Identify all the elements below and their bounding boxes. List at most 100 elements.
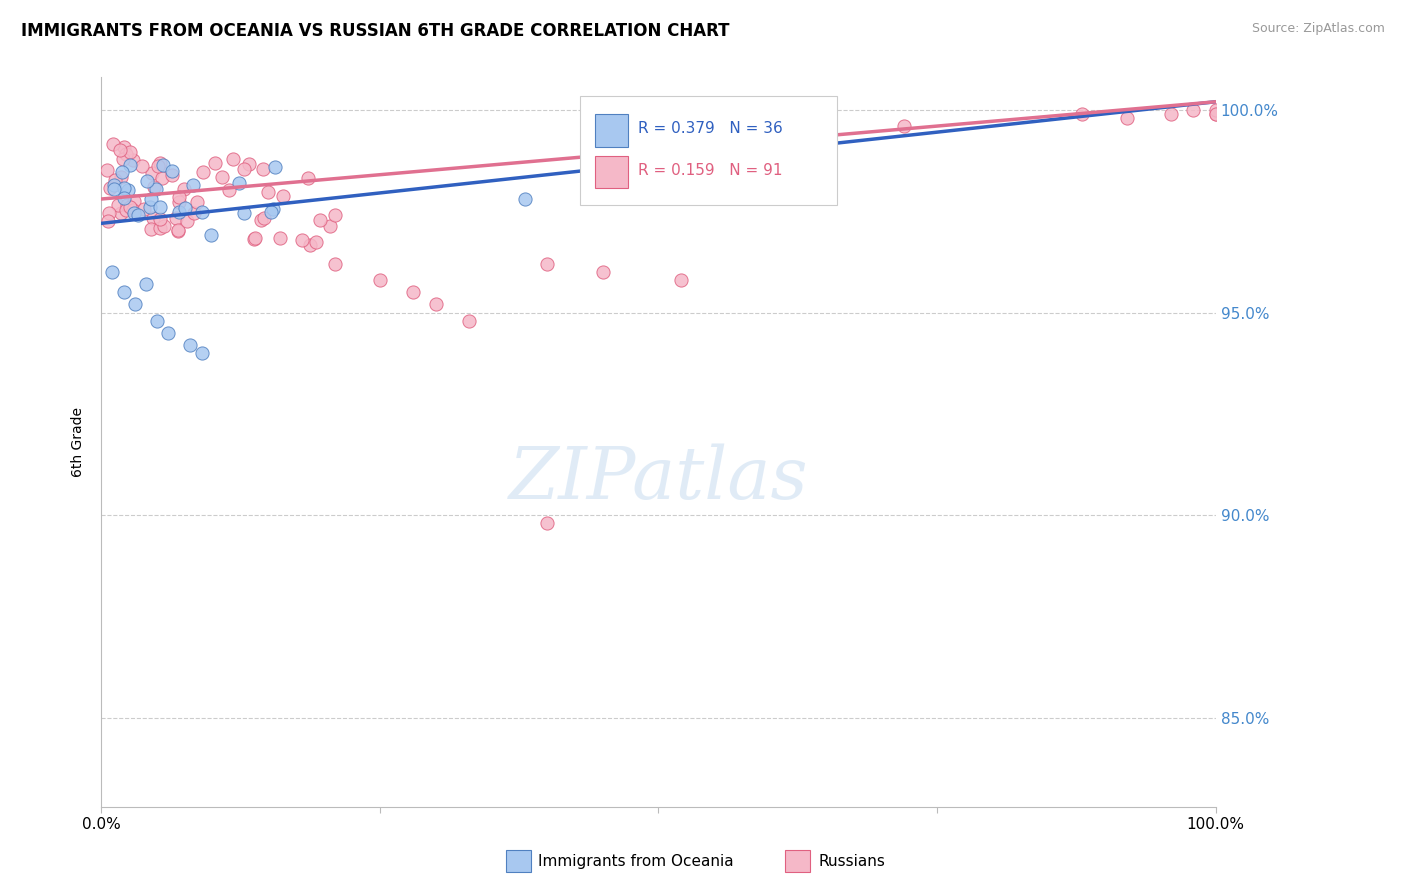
Point [814,111,837,125]
Point [149,200,172,214]
Point [245,230,267,244]
Point [152,219,174,234]
Y-axis label: 6th Grade: 6th Grade [72,408,86,477]
Point [323,257,346,271]
Point [103,182,125,196]
Point [592,265,614,279]
Point [176,213,198,227]
Text: Russians: Russians [818,855,886,869]
Point [165,211,187,225]
Point [111,165,134,179]
Text: Source: ZipAtlas.com: Source: ZipAtlas.com [1251,22,1385,36]
Point [135,277,157,292]
Point [269,231,291,245]
Point [297,170,319,185]
Point [1160,107,1182,121]
FancyBboxPatch shape [581,95,837,205]
Point [323,209,346,223]
FancyBboxPatch shape [595,155,628,188]
Point [1115,111,1137,125]
Point [162,168,184,182]
Point [250,213,273,227]
Point [110,206,132,220]
Point [139,192,162,206]
Point [117,183,139,197]
Point [115,202,138,217]
Point [218,183,240,197]
Point [150,170,173,185]
Point [167,190,190,204]
Point [108,143,131,157]
Point [181,178,204,192]
Point [122,153,145,167]
Point [264,160,287,174]
Point [183,205,205,219]
Point [260,205,283,219]
Point [305,235,328,249]
Point [103,178,125,192]
Point [173,182,195,196]
Point [101,265,124,279]
Point [200,227,222,242]
Point [271,189,294,203]
Point [97,213,120,227]
Point [142,180,165,194]
Point [138,200,160,214]
Point [191,205,214,219]
Point [1071,107,1094,121]
Text: Immigrants from Oceania: Immigrants from Oceania [538,855,734,869]
Point [114,140,136,154]
Point [319,219,342,234]
Point [141,166,163,180]
Text: ZIPatlas: ZIPatlas [509,443,808,514]
Point [152,158,174,172]
Point [112,285,135,300]
Point [112,180,135,194]
Point [222,152,245,166]
Point [110,169,132,184]
Point [100,180,122,194]
Point [299,238,322,252]
Point [669,273,692,287]
Point [238,157,260,171]
Point [252,162,274,177]
Point [257,185,280,199]
Point [1205,107,1227,121]
Point [425,297,447,311]
Point [536,516,558,531]
Point [114,147,136,161]
Point [104,173,127,187]
Point [169,204,191,219]
Point [122,194,145,208]
Point [135,174,157,188]
Point [1205,107,1227,121]
Point [174,201,197,215]
Point [141,221,163,235]
Point [112,191,135,205]
Point [291,233,314,247]
Point [122,202,145,217]
Point [211,169,233,184]
Point [368,273,391,287]
Point [167,195,190,210]
Point [190,346,212,360]
Point [146,313,169,327]
Point [262,202,284,216]
Point [149,156,172,170]
Point [193,165,215,179]
Point [157,326,180,340]
Point [145,181,167,195]
Text: R = 0.379   N = 36: R = 0.379 N = 36 [638,121,783,136]
Point [179,338,201,352]
Point [228,176,250,190]
Point [167,222,190,236]
Point [96,162,118,177]
Point [118,157,141,171]
Point [149,220,172,235]
Point [402,285,425,300]
Point [1205,103,1227,117]
Point [120,145,142,160]
Point [107,197,129,211]
Point [127,208,149,222]
Point [204,156,226,170]
